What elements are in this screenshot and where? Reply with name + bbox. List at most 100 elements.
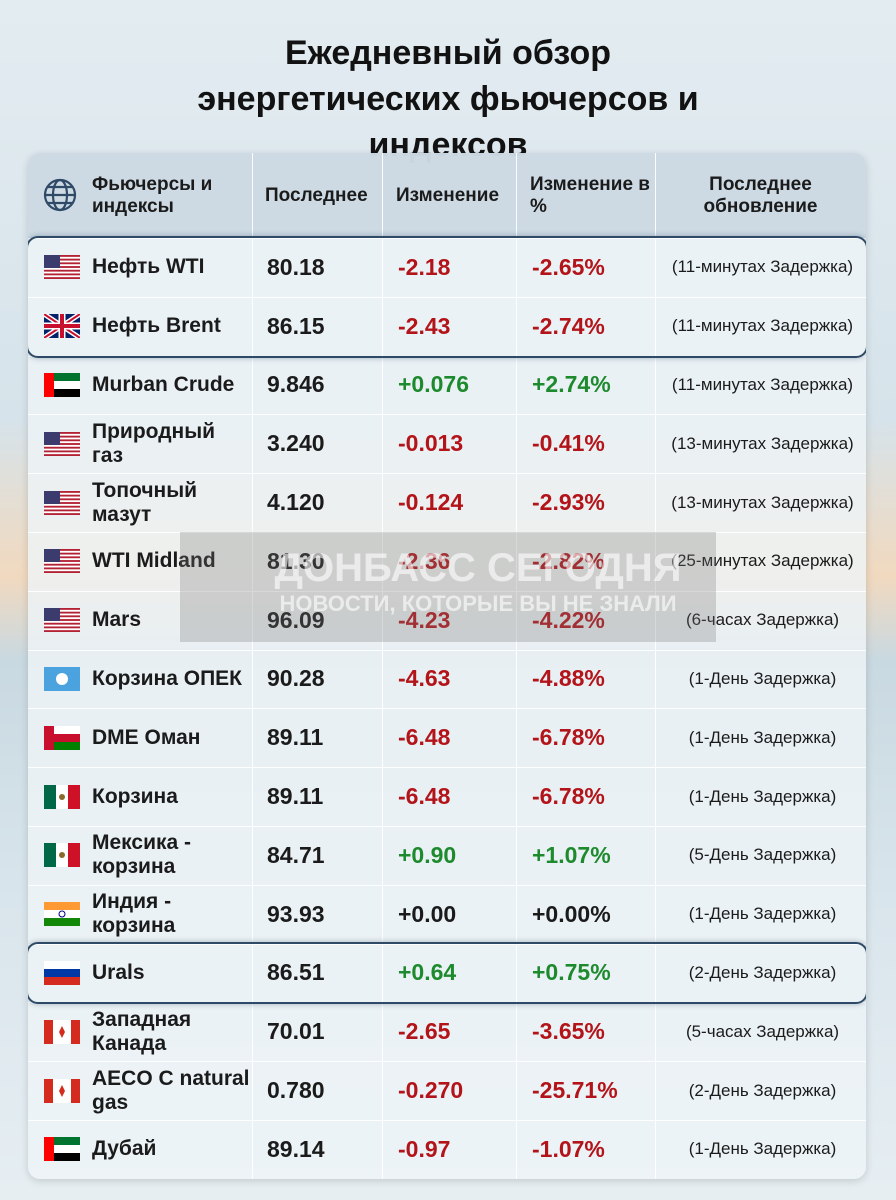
row-highlight [28,941,866,1005]
update-delay: (11-минутах Задержка) [671,316,854,336]
change-percent: -0.41% [532,430,605,457]
column-header: Изменение в % [530,173,650,217]
row-divider [28,943,866,945]
row-divider [28,238,866,239]
row-divider [28,708,866,710]
flag-icon [44,373,80,402]
update-delay: (1-День Задержка) [688,668,837,688]
row-name: WTI Midland [92,549,216,573]
flag [44,255,80,280]
column-header: Последнее обновление [703,173,818,217]
row-name: Mars [92,608,142,632]
change: +0.90 [398,841,457,868]
last-value: 80.18 [267,253,325,280]
change-percent: -2.74% [532,312,605,339]
update-delay: (1-День Задержка) [688,1139,837,1159]
change: +0.00 [398,900,457,927]
change: -2.18 [398,253,451,280]
last-value: 90.28 [267,665,325,692]
update-delay: (25-минутах Задержка) [671,551,854,571]
last-value: 3.240 [267,430,325,457]
change-percent: -2.65% [532,253,605,280]
change-percent: -25.71% [532,1077,618,1104]
table: Фьючерсы и индексы Последнее Изменение Изме… [28,153,866,1179]
change-percent: +2.74% [532,371,611,398]
change: -2.36 [398,547,451,574]
row-divider [28,590,866,592]
row-name: Индия - корзина [92,890,176,938]
row-name: Корзина ОПЕК [92,666,242,690]
row-name: Природный газ [92,419,216,467]
flag [44,1019,80,1044]
flag-icon [44,1019,80,1049]
row-name: Западная Канада [92,1007,192,1055]
row-highlight [28,236,866,358]
change-percent: -6.78% [532,724,605,751]
update-delay: (11-минутах Задержка) [671,257,854,277]
change: -6.48 [398,783,451,810]
flag [44,843,80,868]
title: Ежедневный обзор энергетических фьючерсо… [197,34,699,164]
change-percent: -6.78% [532,783,605,810]
row-name: Мексика - корзина [92,831,192,879]
last-value: 96.09 [267,606,325,633]
row-name: Корзина [92,784,178,808]
table-header [28,153,866,238]
flag [44,431,80,456]
change: -0.97 [398,1135,451,1162]
change: +0.64 [398,959,457,986]
row-divider [28,414,866,416]
flag [44,549,80,574]
last-value: 89.11 [267,783,324,810]
flag-icon [44,608,80,637]
row-divider [28,1120,866,1121]
last-value: 86.15 [267,312,325,339]
flag-icon [42,312,82,343]
flag [44,784,80,809]
row-name: Дубай [92,1137,157,1161]
row-name: DME Оман [92,725,201,749]
row-divider [28,884,866,886]
globe-icon [43,178,77,212]
flag [44,902,80,927]
flag [44,1137,80,1162]
column-divider [655,153,656,1179]
flag-icon [44,1078,80,1108]
update-delay: (6-часах Задержка) [685,610,840,630]
column-divider [252,153,253,1179]
flag [44,725,80,750]
change-percent: -1.07% [532,1135,605,1162]
last-value: 93.93 [267,900,325,927]
watermark-name: ДОНБАСС СЕГОДНЯ [274,546,682,590]
update-delay: (13-минутах Задержка) [671,433,854,453]
update-delay: (5-День Задержка) [688,845,837,865]
column-divider [382,153,383,1179]
row-name: Urals [92,960,145,984]
flag-icon [44,490,80,520]
flag-icon [44,961,80,990]
watermark-slogan: НОВОСТИ, КОТОРЫЕ ВЫ НЕ ЗНАЛИ [279,591,677,616]
change: +0.076 [398,371,469,398]
row-divider [28,532,866,533]
last-value: 86.51 [267,959,325,986]
flag [44,490,80,515]
update-delay: (5-часах Задержка) [685,1021,840,1041]
watermark: ДОНБАСС СЕГОДНЯ НОВОСТИ, КОТОРЫЕ ВЫ НЕ З… [180,532,716,642]
update-delay: (2-День Задержка) [688,1080,837,1100]
change-percent: +0.00% [532,900,611,927]
last-value: 81.30 [267,547,325,574]
row-name: Нефть WTI [92,255,205,279]
row-divider [28,826,866,827]
change-percent: +0.75% [532,959,611,986]
last-value: 4.120 [267,489,325,516]
row-name: AECO C natural gas [92,1066,250,1114]
change: -0.124 [398,489,464,516]
flag-icon [44,843,80,872]
row-name: Топочный мазут [92,478,198,526]
flag-icon [44,784,80,814]
change: -6.48 [398,724,451,751]
row-divider [28,1061,866,1063]
flag-icon [44,902,80,931]
